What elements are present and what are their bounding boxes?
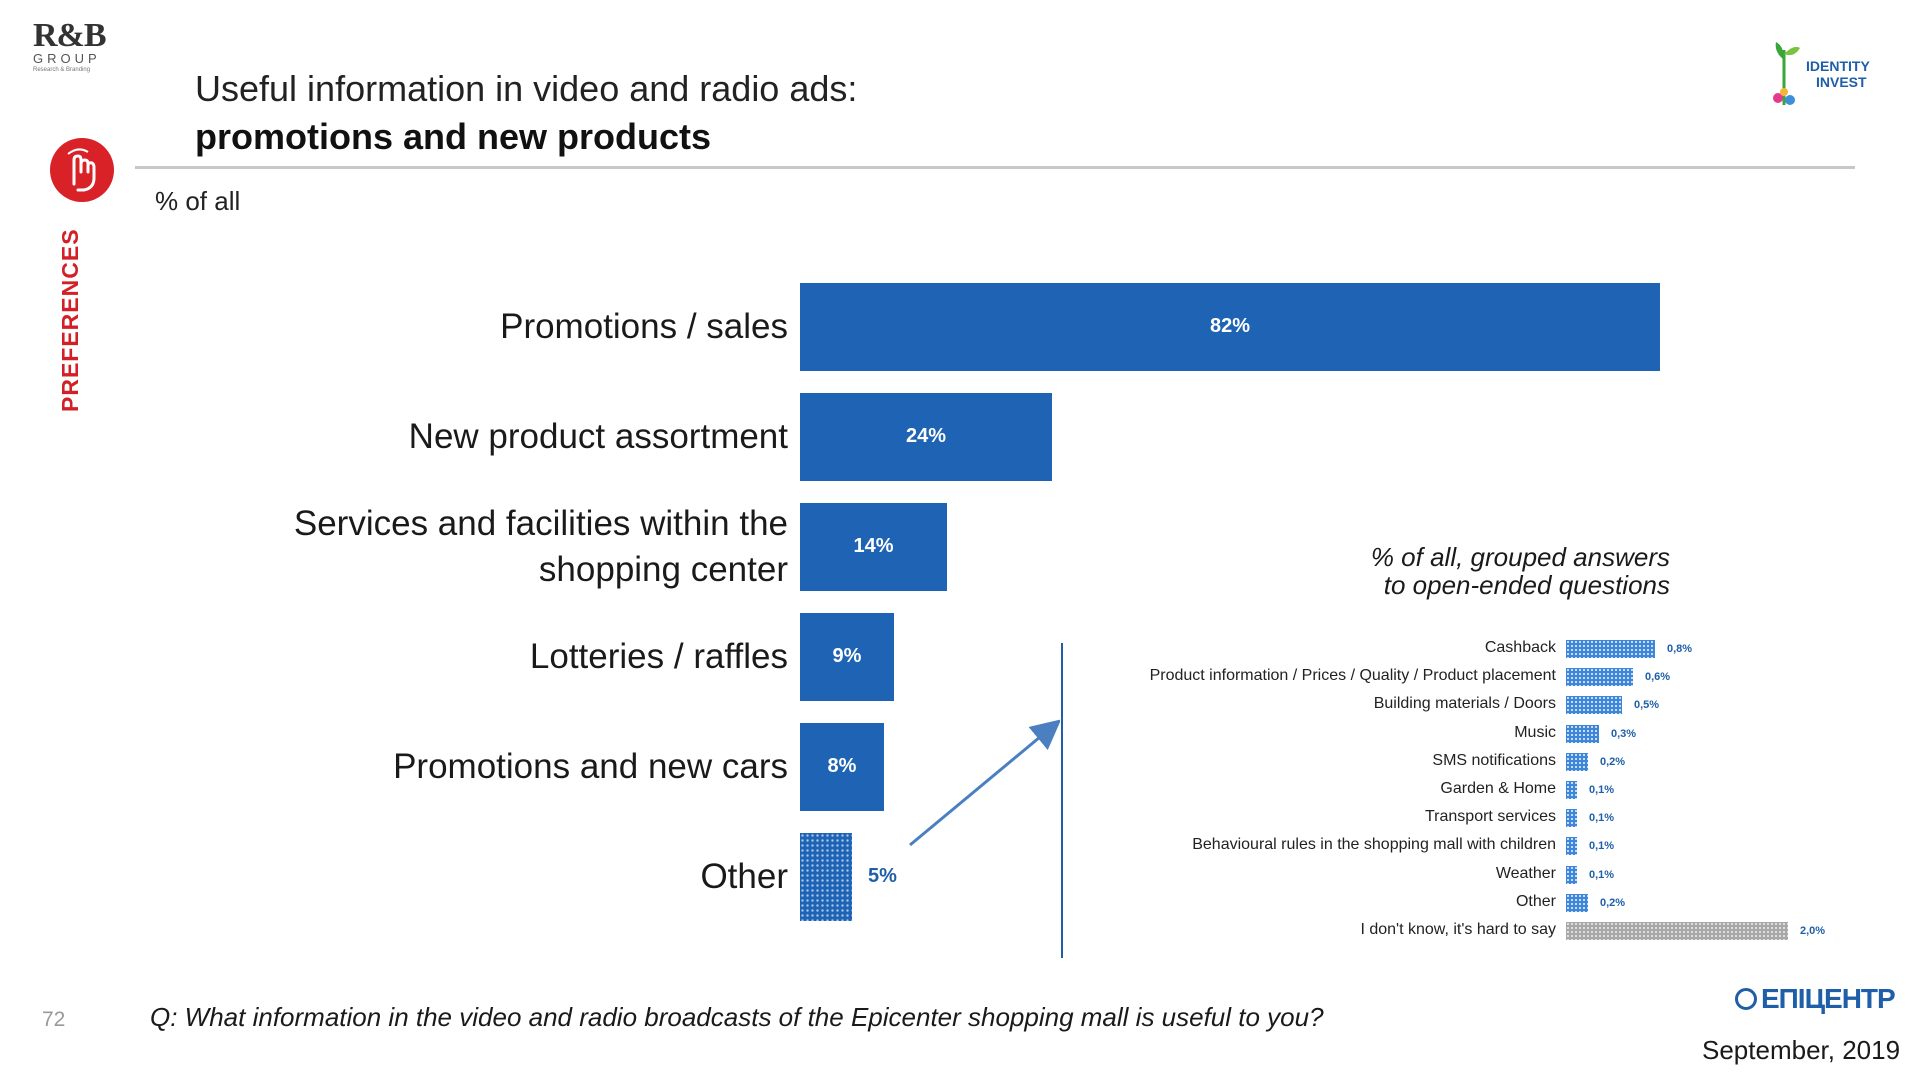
bar-value-label: 24%	[905, 425, 947, 447]
sub-bar-10	[1566, 922, 1788, 940]
epicentr-brand-text: ЕПІЦЕНТР	[1761, 983, 1896, 1014]
category-label-line: Promotions / sales	[500, 307, 788, 346]
bar-value-label: 14%	[853, 535, 894, 557]
category-label: Promotions and new cars	[393, 744, 788, 790]
category-label: New product assortment	[409, 414, 788, 460]
epicentr-icon	[1735, 988, 1757, 1010]
category-label-line: Other	[700, 857, 788, 896]
sub-chart-title-line1: % of all, grouped answers	[1370, 542, 1670, 572]
sub-category-label: Cashback	[1484, 639, 1556, 656]
header-divider	[135, 166, 1855, 169]
bar-2	[800, 503, 947, 591]
sub-bar-5	[1566, 781, 1577, 799]
sub-chart-title: % of all, grouped answers to open-ended …	[1300, 543, 1670, 599]
logo-tagline: Research & Branding	[33, 67, 91, 73]
sub-bar-value-label: 0,2%	[1600, 756, 1626, 768]
sub-category-label: Product information / Prices / Quality /…	[1149, 667, 1556, 684]
survey-question: Q: What information in the video and rad…	[150, 1002, 1324, 1032]
bar-4	[800, 723, 884, 811]
bar-value-label: 82%	[1209, 315, 1251, 337]
sub-bar-value-label: 0,2%	[1600, 897, 1626, 909]
category-label: Services and facilities within the shoppi…	[294, 501, 788, 593]
sub-category-label: Weather	[1495, 865, 1556, 882]
sub-chart-title-line2: to open-ended questions	[1383, 570, 1670, 600]
page-number: 72	[42, 1008, 66, 1031]
sub-bar-3	[1566, 725, 1599, 743]
category-label-line: New product assortment	[408, 417, 788, 456]
sub-category-label: Behavioural rules in the shopping mall w…	[1192, 836, 1556, 853]
sub-bar-value-label: 0,8%	[1667, 643, 1693, 655]
page-subtitle: promotions and new products	[195, 116, 712, 157]
sub-category-label: Garden & Home	[1440, 780, 1556, 797]
sub-category-label: I don't know, it's hard to say	[1360, 921, 1556, 938]
sub-bar-value-label: 0,1%	[1589, 812, 1615, 824]
section-label: PREFERENCES	[45, 228, 90, 430]
report-date: September, 2019	[1702, 1035, 1901, 1065]
category-label-line: shopping center	[538, 550, 788, 589]
sub-category-label: SMS notifications	[1432, 752, 1556, 769]
bar-1	[800, 393, 1052, 481]
rb-group-logo: R&B GROUP Research & Branding	[33, 17, 123, 74]
partner-logo-line2: INVEST	[1816, 74, 1867, 90]
sub-bar-7	[1566, 837, 1577, 855]
sub-bar-value-label: 0,3%	[1611, 728, 1637, 740]
bar-0	[800, 283, 1660, 371]
sub-bar-value-label: 0,1%	[1589, 840, 1615, 852]
sub-bar-2	[1566, 696, 1622, 714]
sub-bar-value-label: 0,6%	[1645, 671, 1671, 683]
sub-bar-1	[1566, 668, 1633, 686]
connector-arrow	[909, 719, 1060, 847]
epicentr-logo: ЕПІЦЕНТР	[1735, 983, 1896, 1015]
bar-value-label: 5%	[868, 865, 897, 887]
category-label: Other	[700, 854, 788, 900]
unit-note: % of all	[155, 186, 241, 216]
sub-bar-value-label: 2,0%	[1800, 925, 1826, 937]
sub-bar-value-label: 0,1%	[1589, 784, 1615, 796]
sub-category-label: Other	[1515, 893, 1556, 910]
sub-category-label: Music	[1514, 724, 1556, 741]
sub-category-label: Building materials / Doors	[1373, 695, 1556, 712]
sub-bar-value-label: 0,1%	[1589, 869, 1615, 881]
bar-value-label: 8%	[827, 755, 857, 777]
hand-touch-icon	[50, 138, 114, 202]
category-label-line: Lotteries / raffles	[529, 637, 788, 676]
sub-bar-0	[1566, 640, 1655, 658]
logo-sub-text: GROUP	[33, 51, 101, 66]
bar-value-label: 9%	[832, 645, 862, 667]
page-title: Useful information in video and radio ad…	[195, 68, 858, 109]
sub-bar-6	[1566, 809, 1577, 827]
partner-logo-line1: IDENTITY	[1806, 58, 1870, 74]
bar-5	[800, 833, 852, 921]
category-label: Promotions / sales	[500, 304, 788, 350]
sub-bar-value-label: 0,5%	[1634, 699, 1660, 711]
identity-invest-logo: IDENTITY INVEST	[1770, 30, 1870, 115]
bar-3	[800, 613, 894, 701]
category-label-line: Promotions and new cars	[393, 747, 788, 786]
logo-main-text: R&B	[33, 17, 107, 54]
sub-category-label: Transport services	[1425, 808, 1556, 825]
category-label: Lotteries / raffles	[530, 634, 788, 680]
sub-bar-8	[1566, 866, 1577, 884]
category-label-line: Services and facilities within the	[293, 504, 788, 543]
section-label-text: PREFERENCES	[57, 228, 83, 412]
sub-bar-9	[1566, 894, 1588, 912]
sub-chart-bracket-line	[1061, 643, 1063, 958]
sub-bar-4	[1566, 753, 1588, 771]
